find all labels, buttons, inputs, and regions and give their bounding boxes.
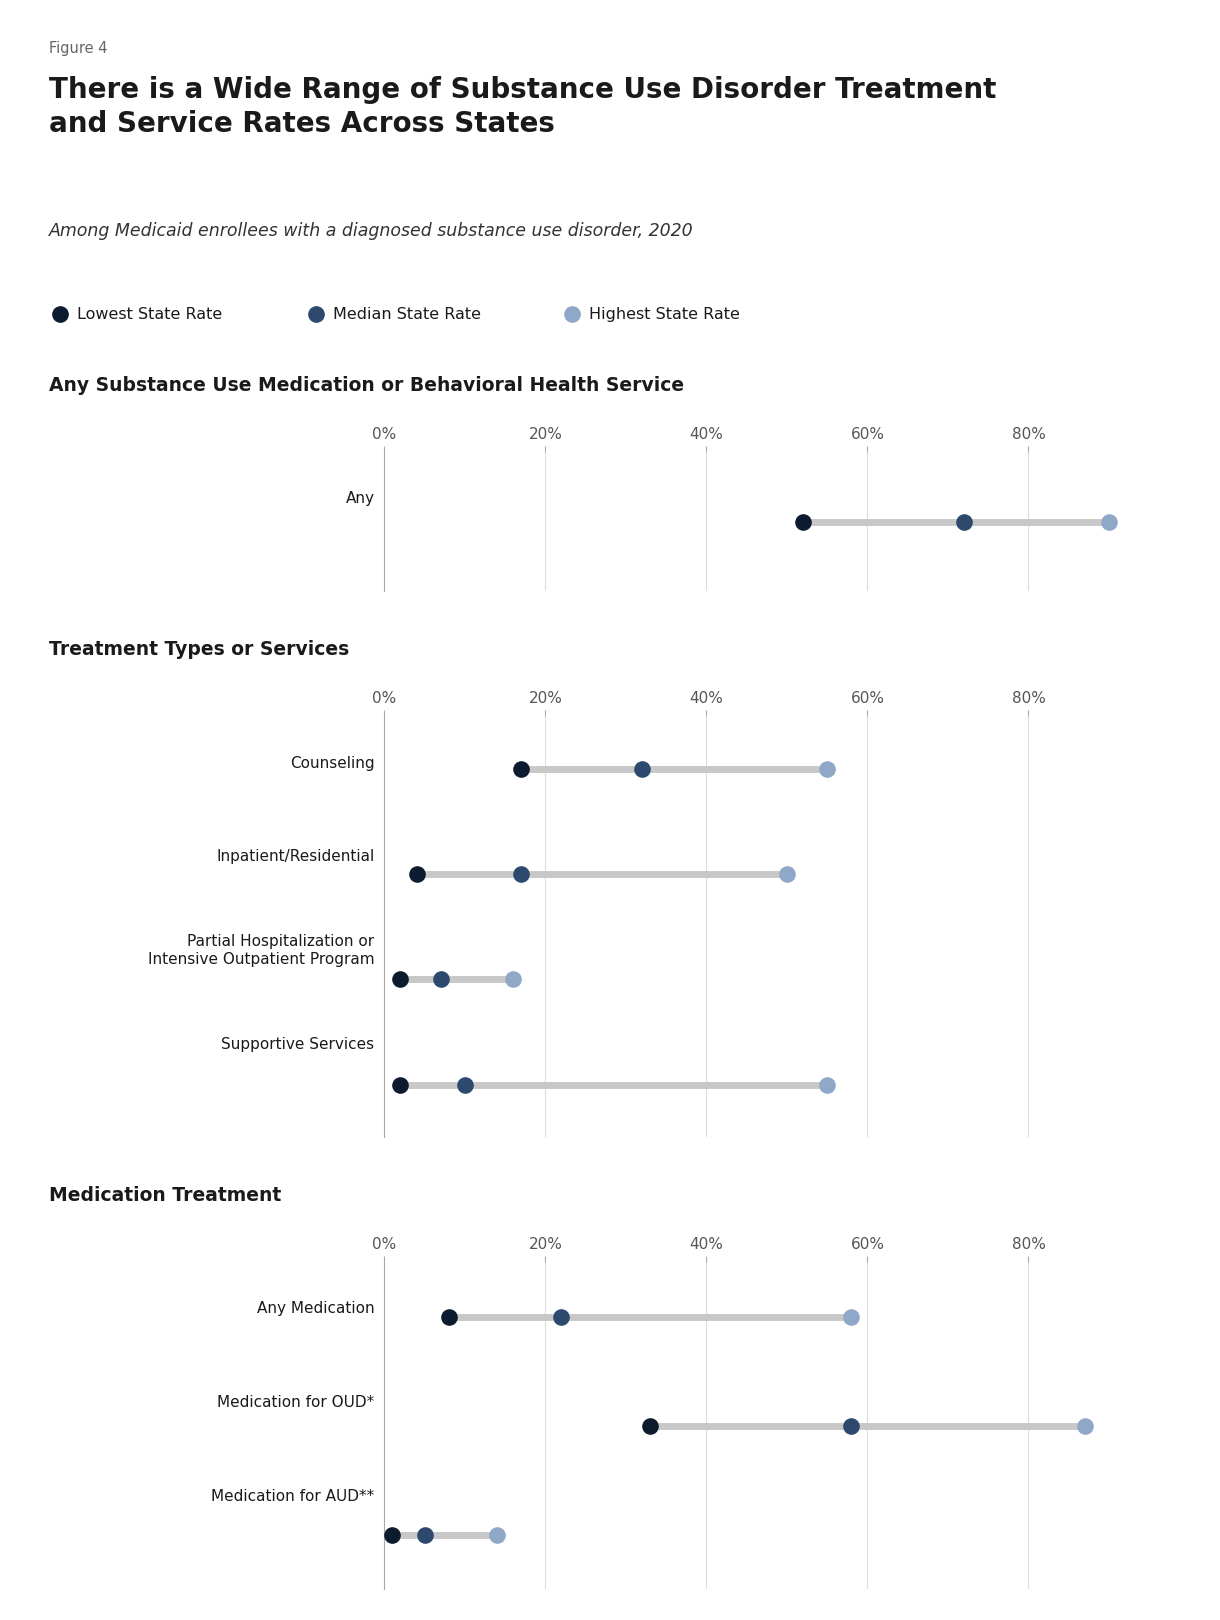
Point — [504, 967, 523, 993]
Text: Highest State Rate: Highest State Rate — [589, 306, 741, 322]
Text: Lowest State Rate: Lowest State Rate — [77, 306, 222, 322]
Point — [439, 1304, 459, 1330]
Point — [842, 1304, 861, 1330]
Point — [793, 509, 813, 535]
Text: KFF: KFF — [1078, 1542, 1174, 1584]
Text: Median State Rate: Median State Rate — [333, 306, 481, 322]
Point — [1075, 1413, 1094, 1439]
Point — [390, 967, 410, 993]
Point — [551, 1304, 571, 1330]
Point — [640, 1413, 660, 1439]
Text: There is a Wide Range of Substance Use Disorder Treatment
and Service Rates Acro: There is a Wide Range of Substance Use D… — [49, 76, 997, 138]
Text: Supportive Services: Supportive Services — [221, 1037, 375, 1053]
Point — [777, 862, 797, 888]
Point — [954, 509, 974, 535]
Text: Any: Any — [345, 491, 375, 507]
Text: Treatment Types or Services: Treatment Types or Services — [49, 640, 349, 659]
Point — [817, 1072, 837, 1098]
Point — [431, 967, 450, 993]
Point — [383, 1521, 403, 1547]
Text: Medication for OUD*: Medication for OUD* — [217, 1395, 375, 1411]
Text: Figure 4: Figure 4 — [49, 40, 107, 55]
Point — [1099, 509, 1119, 535]
Point — [842, 1413, 861, 1439]
Text: Any Substance Use Medication or Behavioral Health Service: Any Substance Use Medication or Behavior… — [49, 376, 684, 395]
Text: Medication for AUD**: Medication for AUD** — [211, 1489, 375, 1505]
Point — [415, 1521, 434, 1547]
Point — [487, 1521, 506, 1547]
Point — [511, 862, 531, 888]
Text: Any Medication: Any Medication — [257, 1301, 375, 1317]
Text: Inpatient/Residential: Inpatient/Residential — [216, 849, 375, 865]
Point — [817, 757, 837, 782]
Text: Medication Treatment: Medication Treatment — [49, 1186, 281, 1205]
Point — [406, 862, 426, 888]
Text: Among Medicaid enrollees with a diagnosed substance use disorder, 2020: Among Medicaid enrollees with a diagnose… — [49, 222, 693, 240]
Text: Partial Hospitalization or
Intensive Outpatient Program: Partial Hospitalization or Intensive Out… — [148, 935, 375, 967]
Point — [390, 1072, 410, 1098]
Text: Counseling: Counseling — [290, 755, 375, 771]
Point — [455, 1072, 475, 1098]
Point — [511, 757, 531, 782]
Point — [632, 757, 651, 782]
